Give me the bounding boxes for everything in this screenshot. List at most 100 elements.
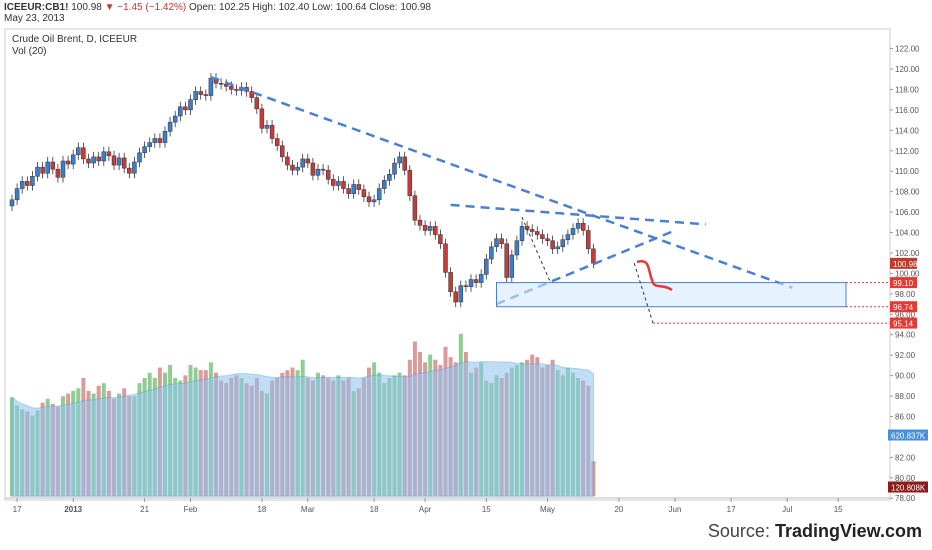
source-credit: Source: TradingView.com <box>708 521 922 542</box>
chart-title: Crude Oil Brent, D, ICEEUR <box>12 34 138 45</box>
candle-body <box>315 168 321 176</box>
candle-body <box>575 223 581 229</box>
candle-body <box>504 243 509 278</box>
x-tick-label: Jun <box>669 505 682 514</box>
target-zone <box>496 282 847 308</box>
open-label: Open: <box>189 2 217 13</box>
x-tick-label: 21 <box>140 505 149 514</box>
y-tick-label: 92.00 <box>895 351 916 360</box>
candle <box>366 191 372 207</box>
candle <box>463 280 469 292</box>
candle-body <box>341 181 346 189</box>
candle <box>433 221 438 240</box>
candle <box>575 218 581 234</box>
low-label: Low: <box>311 2 334 13</box>
candle-body <box>366 196 372 203</box>
candle-body <box>50 161 56 170</box>
candle <box>540 229 545 244</box>
candle <box>55 164 61 183</box>
candle <box>336 176 341 191</box>
candle-body <box>494 238 499 248</box>
candle-body <box>132 161 137 174</box>
candle <box>35 162 40 182</box>
candle <box>269 120 275 144</box>
candle <box>223 79 229 92</box>
y-tick-label: 82.00 <box>895 453 916 462</box>
candle <box>218 78 224 90</box>
high-value: 102.40 <box>278 2 310 13</box>
candle <box>234 84 239 96</box>
candle <box>30 171 35 191</box>
x-tick-label: 15 <box>834 505 843 514</box>
candle <box>40 162 45 179</box>
candle-body <box>218 83 224 85</box>
y-tick-label: 96.00 <box>895 310 916 319</box>
price-label-bg <box>890 317 917 329</box>
candle <box>132 156 137 179</box>
candle-body <box>116 157 122 166</box>
candle-body <box>376 188 382 201</box>
candle-body <box>9 199 15 207</box>
y-tick-label: 80.00 <box>895 474 916 483</box>
x-tick-label: 17 <box>727 505 736 514</box>
candle-body <box>65 160 71 165</box>
candle <box>514 235 520 261</box>
candle-body <box>121 157 127 169</box>
candle-body <box>178 106 183 117</box>
candle <box>356 179 362 195</box>
candle-body <box>295 166 300 171</box>
candle-body <box>519 226 525 241</box>
candle <box>50 156 56 175</box>
candle <box>351 179 356 199</box>
candle-body <box>35 166 40 177</box>
candle-body <box>433 226 438 235</box>
y-tick-label: 122.00 <box>895 45 920 54</box>
candle <box>392 157 397 180</box>
candle <box>70 149 76 170</box>
close-value: 100.98 <box>400 2 431 13</box>
candle <box>509 249 515 283</box>
candle-body <box>280 145 285 158</box>
candle-body <box>111 155 117 166</box>
price-label-text: 99.10 <box>893 279 914 288</box>
candle-body <box>336 181 341 186</box>
candle-body <box>106 151 112 157</box>
candle <box>76 142 81 160</box>
candle-body <box>382 180 387 189</box>
candle-body <box>484 258 489 275</box>
candle <box>25 176 30 191</box>
candle-body <box>438 234 443 245</box>
candle-body <box>331 179 336 186</box>
candle <box>111 150 117 171</box>
candle <box>121 152 127 174</box>
y-tick-label: 120.00 <box>895 65 920 74</box>
candle <box>545 233 550 246</box>
candle-body <box>509 254 515 278</box>
candle-body <box>264 124 270 129</box>
candle-body <box>162 131 168 143</box>
candle-body <box>387 174 392 181</box>
candle <box>371 194 377 207</box>
candle <box>127 163 132 179</box>
candle <box>438 229 443 249</box>
candle <box>106 146 112 161</box>
candle-body <box>198 91 203 95</box>
candle-body <box>397 156 402 164</box>
candle-body <box>478 274 484 283</box>
price-label-bg <box>890 277 917 289</box>
candle <box>504 238 509 283</box>
candle <box>524 221 530 235</box>
candle <box>183 101 188 115</box>
candle <box>96 151 101 167</box>
candle-body <box>285 156 290 166</box>
candle-body <box>70 154 76 165</box>
candle-body <box>489 246 494 260</box>
price-label: 96.74 <box>890 301 917 313</box>
candle <box>422 220 428 236</box>
candle <box>320 164 326 176</box>
candle-body <box>305 158 311 164</box>
candle <box>494 233 499 252</box>
y-tick-label: 110.00 <box>895 167 919 176</box>
candle-body <box>14 188 20 201</box>
